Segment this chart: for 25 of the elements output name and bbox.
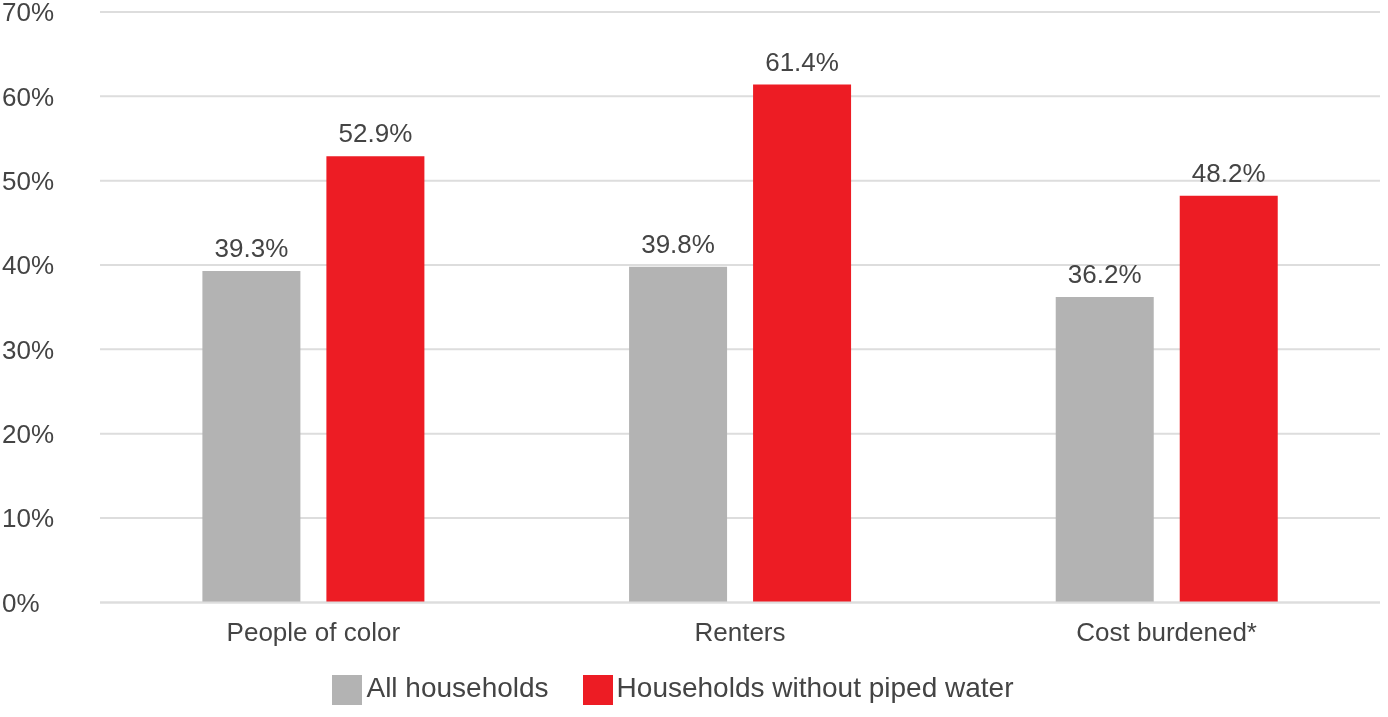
y-tick-label: 0% (2, 587, 40, 618)
bar (753, 84, 852, 603)
bar (326, 156, 425, 603)
y-tick-label: 40% (2, 250, 55, 281)
data-label: 39.8% (641, 228, 715, 259)
y-tick-label: 20% (2, 418, 55, 449)
y-tick-label: 60% (2, 81, 55, 112)
y-tick-label: 30% (2, 334, 55, 365)
x-tick-label: People of color (226, 616, 401, 647)
y-tick-label: 10% (2, 503, 55, 534)
bar (202, 270, 301, 603)
data-label: 48.2% (1191, 157, 1266, 188)
bar (1055, 297, 1154, 603)
data-label: 36.2% (1067, 259, 1142, 290)
x-tick-label: Renters (694, 616, 786, 647)
bar (629, 266, 728, 603)
data-label: 61.4% (765, 46, 839, 77)
x-tick-label: Cost burdened* (1076, 616, 1258, 647)
legend-label: Households without piped water (616, 672, 1014, 704)
bar (1179, 195, 1278, 603)
data-label: 52.9% (338, 118, 413, 149)
legend-label: All households (366, 672, 549, 704)
y-tick-label: 50% (2, 165, 55, 196)
data-label: 39.3% (214, 232, 289, 263)
y-tick-label: 70% (2, 0, 55, 28)
